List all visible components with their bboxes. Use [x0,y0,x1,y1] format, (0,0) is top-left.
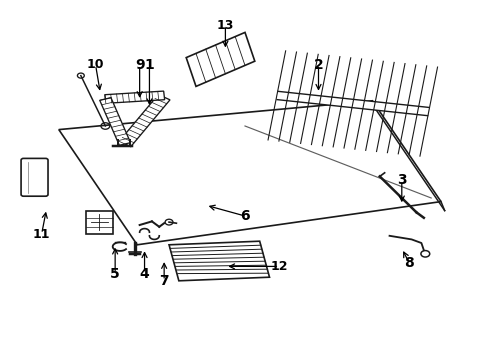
Text: 2: 2 [314,58,323,72]
Text: 6: 6 [240,209,250,223]
Text: 11: 11 [33,228,50,240]
Polygon shape [119,95,170,147]
Text: 7: 7 [159,274,169,288]
Text: 3: 3 [397,173,407,187]
Polygon shape [169,241,270,281]
Text: 8: 8 [404,256,414,270]
Polygon shape [100,98,130,145]
Text: 4: 4 [140,267,149,280]
Polygon shape [105,91,165,103]
Text: 12: 12 [270,260,288,273]
Text: 9: 9 [135,58,145,72]
Text: 13: 13 [217,19,234,32]
Text: 5: 5 [110,267,120,280]
Text: 1: 1 [145,58,154,72]
Bar [86,211,113,234]
Text: 10: 10 [87,58,104,71]
